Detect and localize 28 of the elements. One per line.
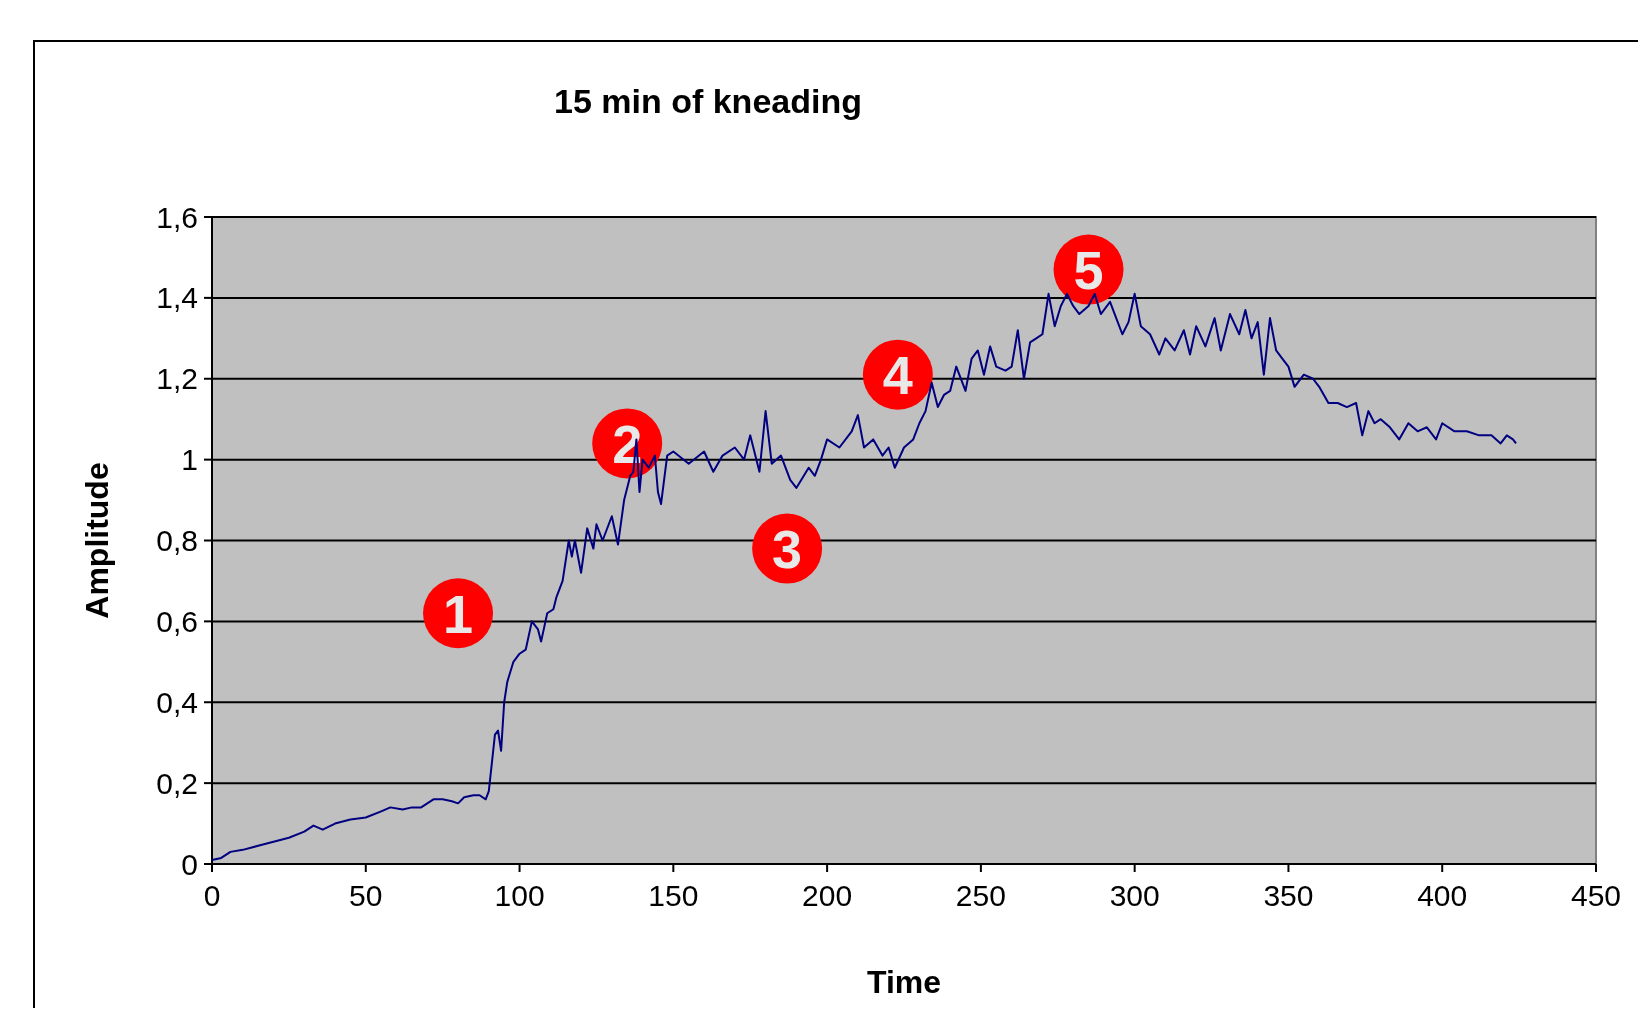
annotation: 4 [882, 345, 913, 406]
x-axis-title: Time [866, 964, 942, 1000]
annotation: 3 [772, 519, 803, 580]
y-tick-label: 0 [181, 847, 198, 881]
annotation: 5 [1073, 240, 1104, 301]
x-tick-label: 50 [349, 879, 383, 912]
annotation: 2 [612, 413, 643, 474]
x-tick-label: 400 [1417, 879, 1468, 912]
y-tick-label: 1,2 [156, 362, 198, 396]
y-tick-label: 0,4 [156, 685, 198, 719]
y-axis-title: Amplitude [79, 462, 115, 619]
annotation: 1 [443, 583, 474, 644]
chart-title: 15 min of kneading [554, 82, 862, 120]
y-tick-label: 0,8 [156, 524, 198, 557]
x-tick-label: 250 [955, 879, 1006, 912]
x-tick-label: 300 [1109, 879, 1160, 912]
y-tick-label: 0,6 [156, 604, 198, 638]
x-tick-label: 100 [494, 879, 545, 912]
x-tick-label: 450 [1570, 879, 1622, 912]
x-tick-label: 150 [648, 879, 699, 912]
line-series [211, 292, 1518, 861]
y-tick-label: 1,6 [156, 200, 198, 234]
y-tick-label: 1,4 [156, 281, 198, 315]
y-tick-label: 0,2 [156, 766, 198, 800]
x-tick-label: 350 [1263, 879, 1314, 912]
y-tick-label: 1 [181, 443, 198, 477]
x-tick-label: 200 [802, 879, 853, 912]
x-tick-label: 0 [203, 879, 221, 912]
